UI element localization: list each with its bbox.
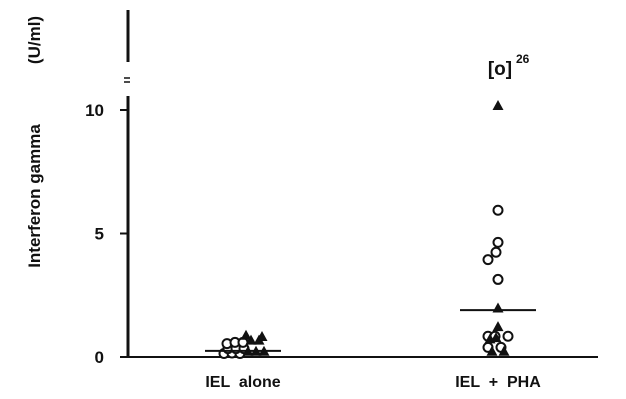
data-point-filled-triangle [498, 345, 510, 356]
x-category-label: IEL alone [205, 374, 280, 391]
outlier-annotation: [o] 26 [488, 52, 530, 80]
y-axis-unit: (U/ml) [25, 16, 44, 64]
y-axis-label: Interferon gamma [25, 124, 44, 268]
y-tick-label: 10 [85, 101, 104, 120]
data-point-filled-triangle [486, 345, 498, 356]
y-tick-label: 5 [95, 225, 104, 244]
data-point-filled-triangle [240, 329, 252, 340]
data-point-filled-triangle [492, 100, 504, 110]
data-point-filled-triangle [256, 330, 268, 341]
y-tick-label: 0 [95, 348, 104, 367]
data-point-filled-triangle [490, 332, 502, 343]
outlier-value-label: 26 [516, 52, 530, 66]
data-point-open-circle [502, 330, 514, 342]
data-point-open-circle [492, 273, 504, 285]
data-point-open-circle [482, 254, 494, 266]
data-point-filled-triangle [492, 321, 504, 332]
x-category-label: IEL + PHA [455, 374, 541, 391]
data-point-open-circle [490, 246, 502, 258]
data-point-open-circle [492, 204, 504, 216]
y-axis-break-mark [124, 77, 130, 83]
outlier-bracket: [o] [488, 59, 512, 80]
data-point-open-circle [492, 236, 504, 248]
